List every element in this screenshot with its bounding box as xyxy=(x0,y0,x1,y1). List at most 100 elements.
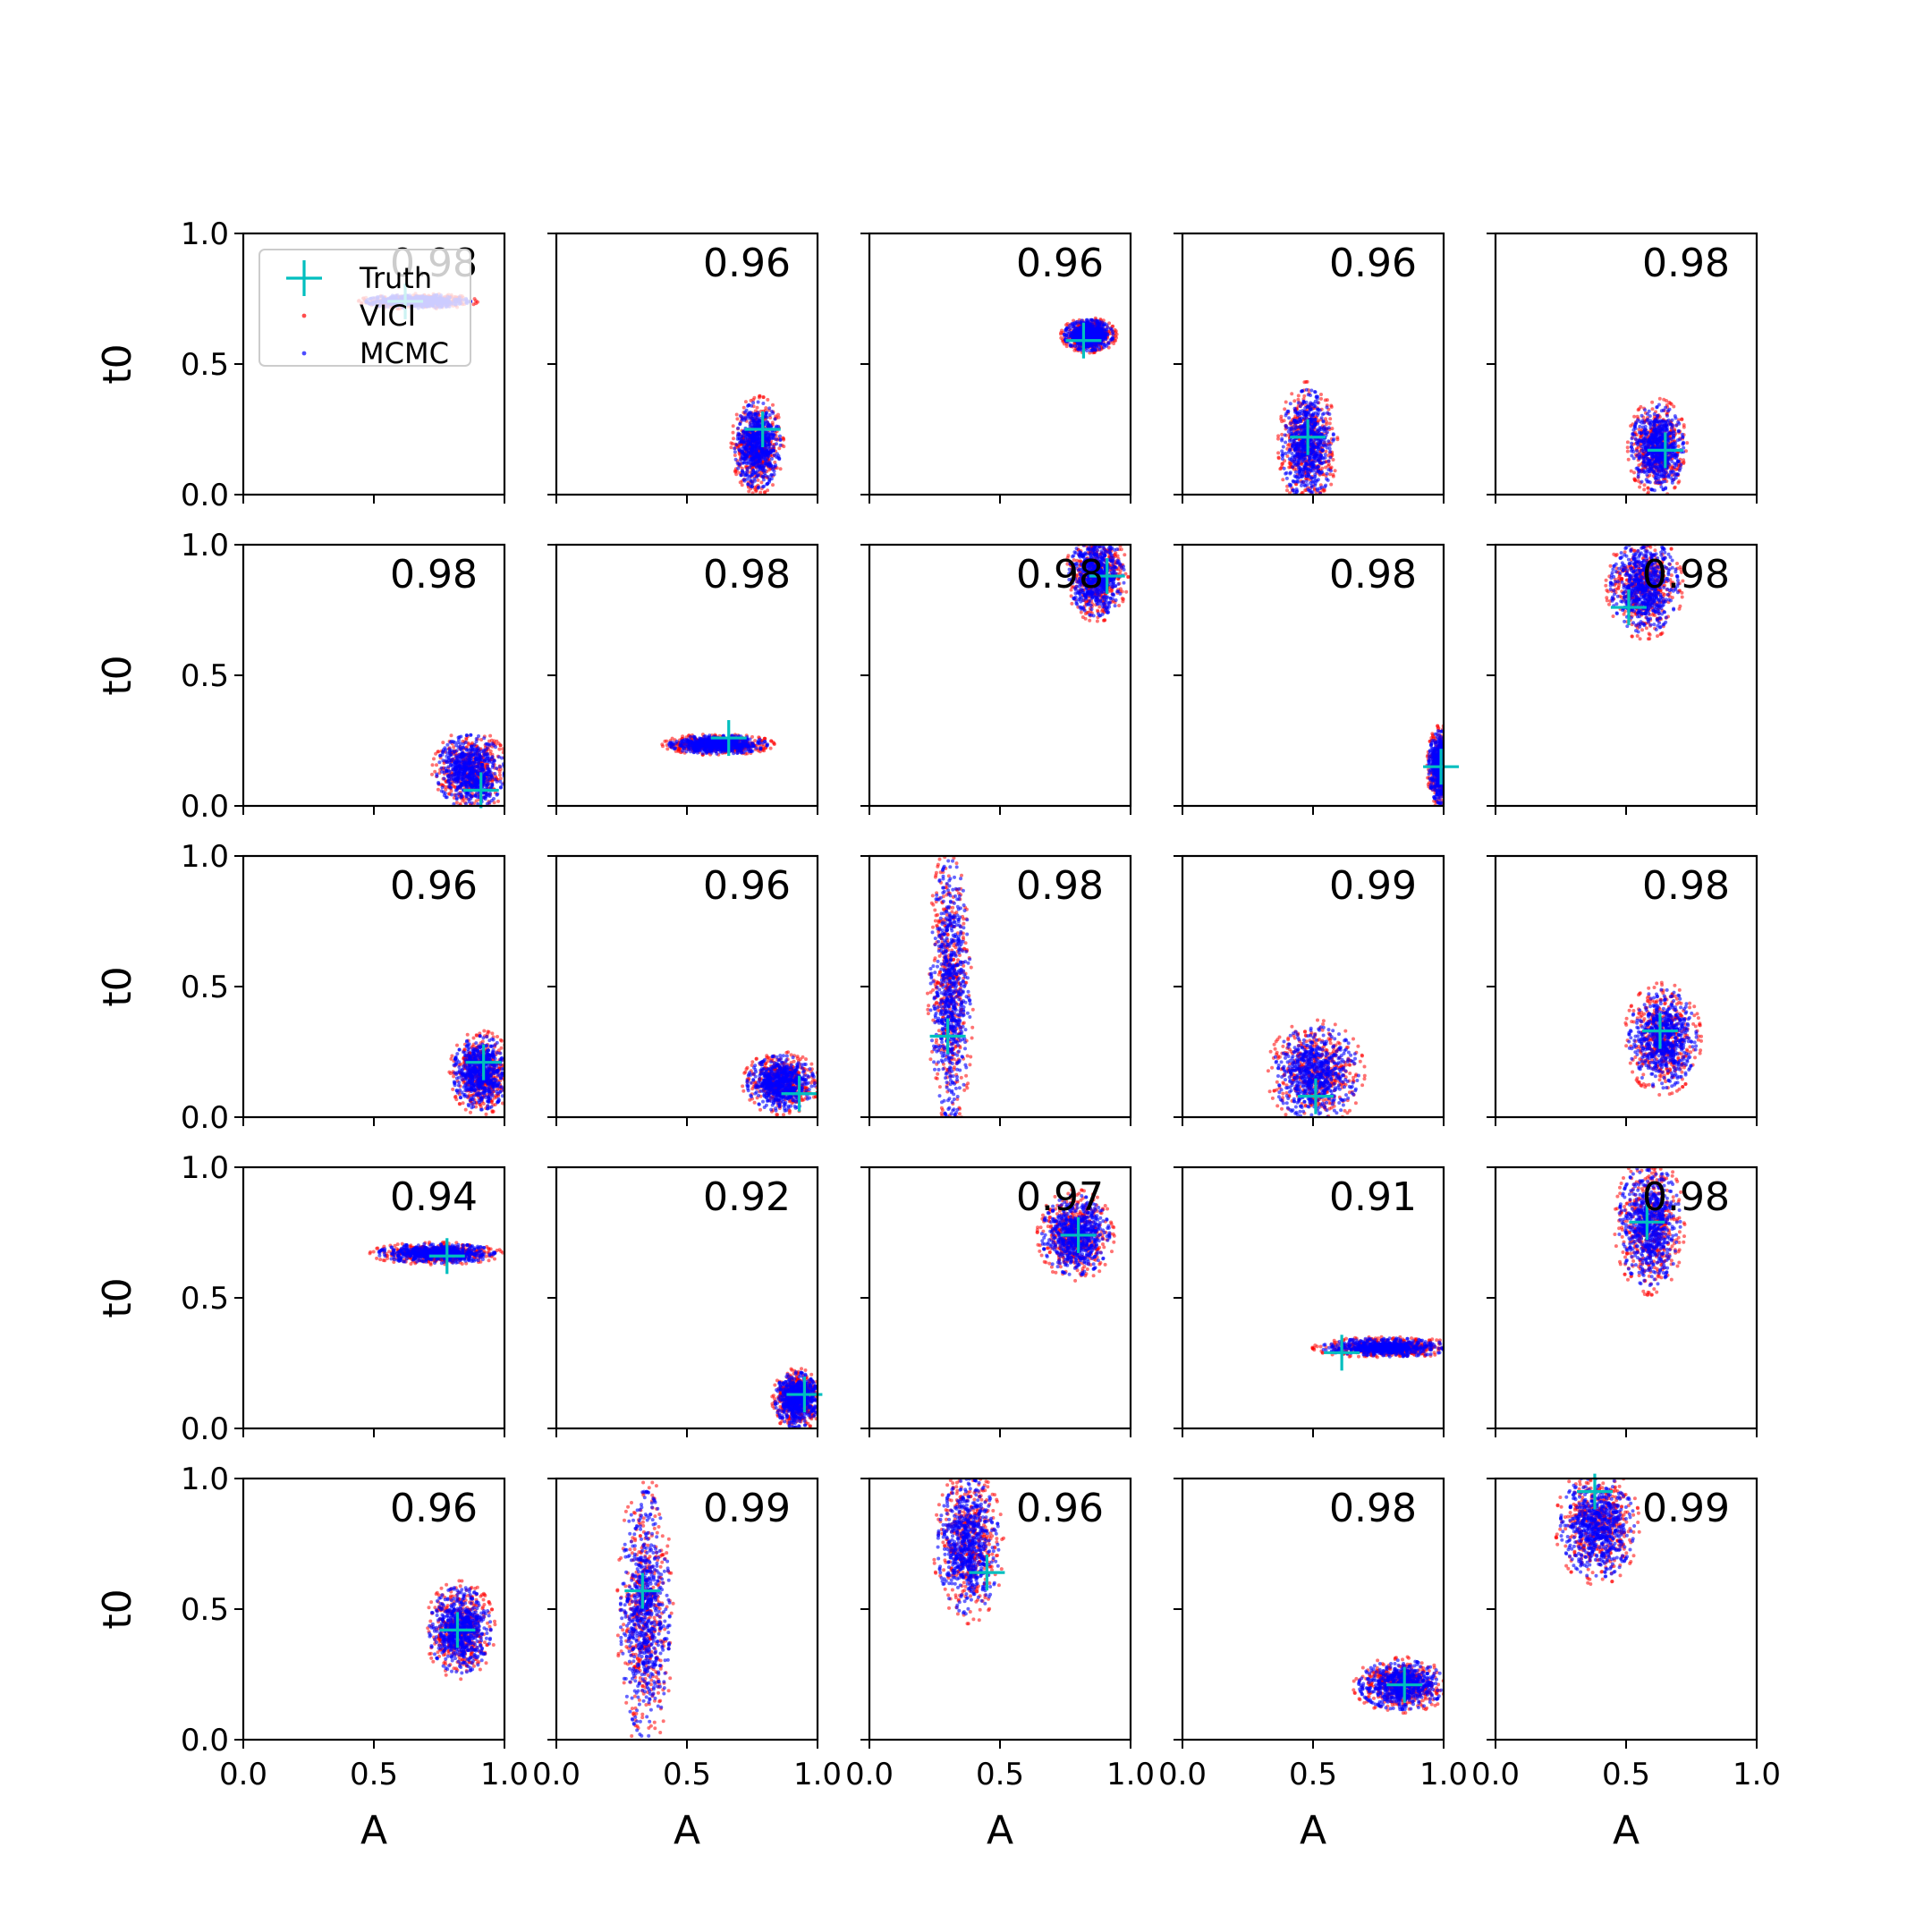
mcmc-point xyxy=(1326,459,1331,463)
mcmc-point xyxy=(765,448,769,453)
mcmc-point xyxy=(1292,427,1297,431)
mcmc-point xyxy=(1285,409,1290,413)
vici-point xyxy=(1324,417,1327,421)
vici-point xyxy=(1680,417,1684,421)
mcmc-point xyxy=(751,453,756,457)
mcmc-point xyxy=(759,453,764,458)
vici-point xyxy=(1302,394,1307,398)
mcmc-point xyxy=(1084,342,1089,346)
vici-point xyxy=(472,297,477,301)
vici-point xyxy=(1276,451,1281,455)
mcmc-point xyxy=(749,435,753,439)
mcmc-point xyxy=(746,459,750,463)
mcmc-point xyxy=(1319,453,1324,458)
mcmc-point xyxy=(1302,482,1307,487)
mcmc-point xyxy=(750,458,754,462)
mcmc-point xyxy=(1089,330,1094,335)
vici-point xyxy=(756,478,760,482)
mcmc-point xyxy=(1298,404,1302,409)
mcmc-point xyxy=(742,445,746,449)
vici-point xyxy=(732,436,735,441)
mcmc-point xyxy=(756,431,760,436)
mcmc-point xyxy=(1321,419,1326,424)
mcmc-point xyxy=(1328,450,1333,454)
vici-point xyxy=(1304,380,1309,384)
vici-point xyxy=(1296,394,1301,398)
mcmc-point xyxy=(1070,343,1074,348)
mcmc-point xyxy=(761,478,766,482)
mcmc-point xyxy=(756,445,760,449)
mcmc-point xyxy=(1638,424,1642,428)
mcmc-point xyxy=(1300,453,1304,456)
mcmc-point xyxy=(774,463,778,468)
vici-point xyxy=(1637,428,1641,432)
mcmc-point xyxy=(1323,453,1327,457)
mcmc-point xyxy=(1288,447,1292,452)
mcmc-point xyxy=(738,422,742,427)
mcmc-point xyxy=(1298,419,1302,424)
vici-point xyxy=(1646,490,1650,495)
mcmc-point xyxy=(1309,481,1313,485)
mcmc-point xyxy=(1325,471,1329,476)
mcmc-point xyxy=(1309,438,1314,442)
vici-point xyxy=(1650,400,1655,404)
vici-point xyxy=(1636,479,1640,483)
mcmc-point xyxy=(1090,322,1095,326)
mcmc-point xyxy=(1307,411,1311,415)
mcmc-point xyxy=(1309,418,1314,422)
vici-point xyxy=(1276,434,1281,438)
vici-point xyxy=(758,490,763,495)
mcmc-point xyxy=(1313,472,1318,477)
overlap-score-label: 0.96 xyxy=(703,241,791,286)
mcmc-point xyxy=(1086,344,1090,349)
vici-point xyxy=(1296,397,1301,402)
mcmc-point xyxy=(733,457,738,462)
mcmc-point xyxy=(1319,416,1324,420)
mcmc-point xyxy=(1287,457,1292,462)
mcmc-point xyxy=(758,465,762,470)
vici-point xyxy=(1278,467,1283,471)
vici-point xyxy=(1638,485,1642,489)
mcmc-point xyxy=(1288,402,1292,406)
y-axis-label: t0 xyxy=(95,343,140,384)
mcmc-point xyxy=(754,461,758,465)
vici-point xyxy=(1322,487,1326,492)
mcmc-point xyxy=(777,456,782,461)
mcmc-point xyxy=(1298,411,1302,416)
mcmc-point xyxy=(741,441,746,445)
mcmc-point xyxy=(750,430,755,435)
mcmc-point xyxy=(767,413,772,417)
vici-point xyxy=(767,468,771,472)
vici-point xyxy=(1331,472,1335,477)
overlap-score-label: 0.96 xyxy=(1329,241,1417,286)
mcmc-point xyxy=(1303,457,1308,462)
mcmc-point xyxy=(1084,334,1089,338)
mcmc-point xyxy=(773,417,777,421)
mcmc-point xyxy=(749,440,753,445)
vici-point xyxy=(1285,454,1290,458)
mcmc-point xyxy=(1301,423,1306,428)
mcmc-point xyxy=(1298,443,1302,447)
vici-point xyxy=(1327,421,1332,426)
vici-point xyxy=(1330,427,1335,431)
mcmc-point xyxy=(1674,416,1678,420)
mcmc-point xyxy=(1091,335,1096,339)
mcmc-point xyxy=(1293,470,1298,474)
vici-point xyxy=(735,417,740,421)
vici-point xyxy=(741,405,746,410)
mcmc-point xyxy=(1293,408,1298,412)
mcmc-point xyxy=(747,451,750,455)
vici-point xyxy=(755,405,759,410)
mcmc-point xyxy=(767,462,772,467)
vici-point xyxy=(1276,455,1281,460)
vici-point xyxy=(1677,479,1682,484)
vici-point xyxy=(764,406,768,411)
subplot: 0.96 xyxy=(547,232,819,504)
mcmc-point xyxy=(1093,348,1097,352)
vici-point xyxy=(766,397,770,402)
vici-point xyxy=(1324,465,1328,470)
vici-point xyxy=(1325,398,1329,402)
vici-point xyxy=(761,395,766,400)
mcmc-point xyxy=(1309,422,1313,426)
vici-point xyxy=(476,300,479,304)
